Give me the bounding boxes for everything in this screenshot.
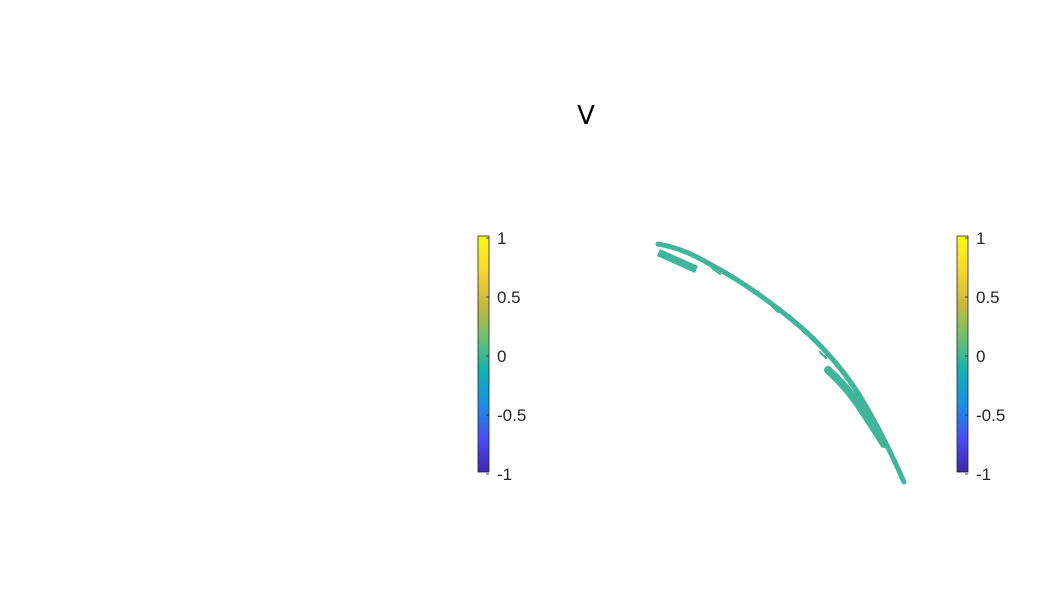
colorbar-right-tick-label: -1: [976, 465, 991, 484]
colorbar-right-gradient: [956, 235, 969, 473]
surface-fragment: [674, 247, 827, 359]
chart-title: V: [577, 101, 595, 131]
colorbar-right-tick-label: 0: [976, 347, 985, 366]
colorbar-left-gradient: [477, 235, 490, 473]
colorbar-left: 1 0.5 0 -0.5 -1: [477, 229, 526, 484]
colorbar-right-tick-label: -0.5: [976, 406, 1005, 425]
surface-arc: [655, 241, 907, 485]
colorbar-left-tick-label: -0.5: [497, 406, 526, 425]
surface-band-inner: [698, 256, 870, 414]
surface-strip: [657, 249, 698, 273]
colorbar-left-tick-label: 1: [497, 229, 506, 248]
colorbar-right-tick-label: 0.5: [976, 288, 1000, 307]
colorbar-left-tick-label: -1: [497, 465, 512, 484]
colorbar-left-ticks: 1 0.5 0 -0.5 -1: [486, 229, 526, 484]
colorbar-left-tick-label: 0.5: [497, 288, 521, 307]
colorbar-right-tick-label: 1: [976, 229, 985, 248]
colorbar-right-ticks: 1 0.5 0 -0.5 -1: [965, 229, 1005, 484]
surface-band: [655, 241, 907, 485]
surface-band-thick: [824, 366, 888, 448]
colorbar-right: 1 0.5 0 -0.5 -1: [956, 229, 1005, 484]
colorbar-left-tick-label: 0: [497, 347, 506, 366]
